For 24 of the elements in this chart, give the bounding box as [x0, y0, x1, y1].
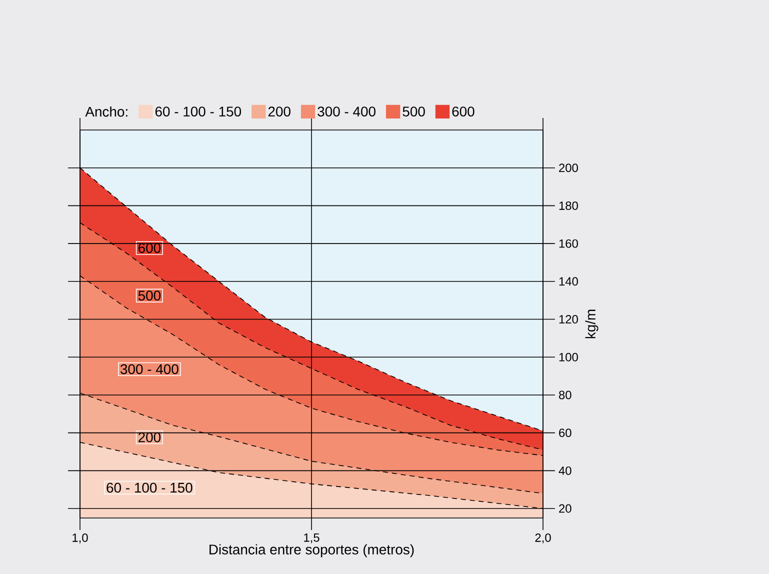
y-tick-label: 140 [559, 277, 578, 286]
x-axis-title: Distancia entre soportes (metros) [210, 544, 414, 558]
y-tick-label: 20 [559, 504, 572, 513]
legend-label: 500 [402, 106, 425, 117]
y-tick-label: 180 [559, 201, 578, 210]
y-tick-label: 200 [559, 164, 578, 172]
y-tick-label: 120 [559, 315, 578, 324]
legend-title: Ancho: [85, 106, 128, 117]
y-tick-label: 100 [559, 352, 578, 362]
y-tick-label: 80 [558, 390, 572, 400]
y-tick-label: 60 [559, 428, 572, 438]
text: 300 - 400 [120, 364, 178, 374]
legend-label: 200 [268, 106, 290, 117]
y-tick-label: 160 [559, 239, 578, 248]
y-tick-label: 40 [558, 466, 572, 475]
x-tick-label: 1,5 [304, 533, 320, 544]
x-tick-label: 2,0 [535, 533, 551, 544]
legend-label: 60 - 100 - 150 [155, 106, 242, 117]
x-tick-label: 1,0 [72, 533, 88, 544]
text: 500 [138, 290, 161, 301]
legend-label: 300 - 400 [318, 106, 376, 117]
legend-label: 600 [452, 106, 474, 117]
text: 60 - 100 - 150 [106, 482, 192, 493]
y-axis-title: kg/m [585, 310, 598, 338]
